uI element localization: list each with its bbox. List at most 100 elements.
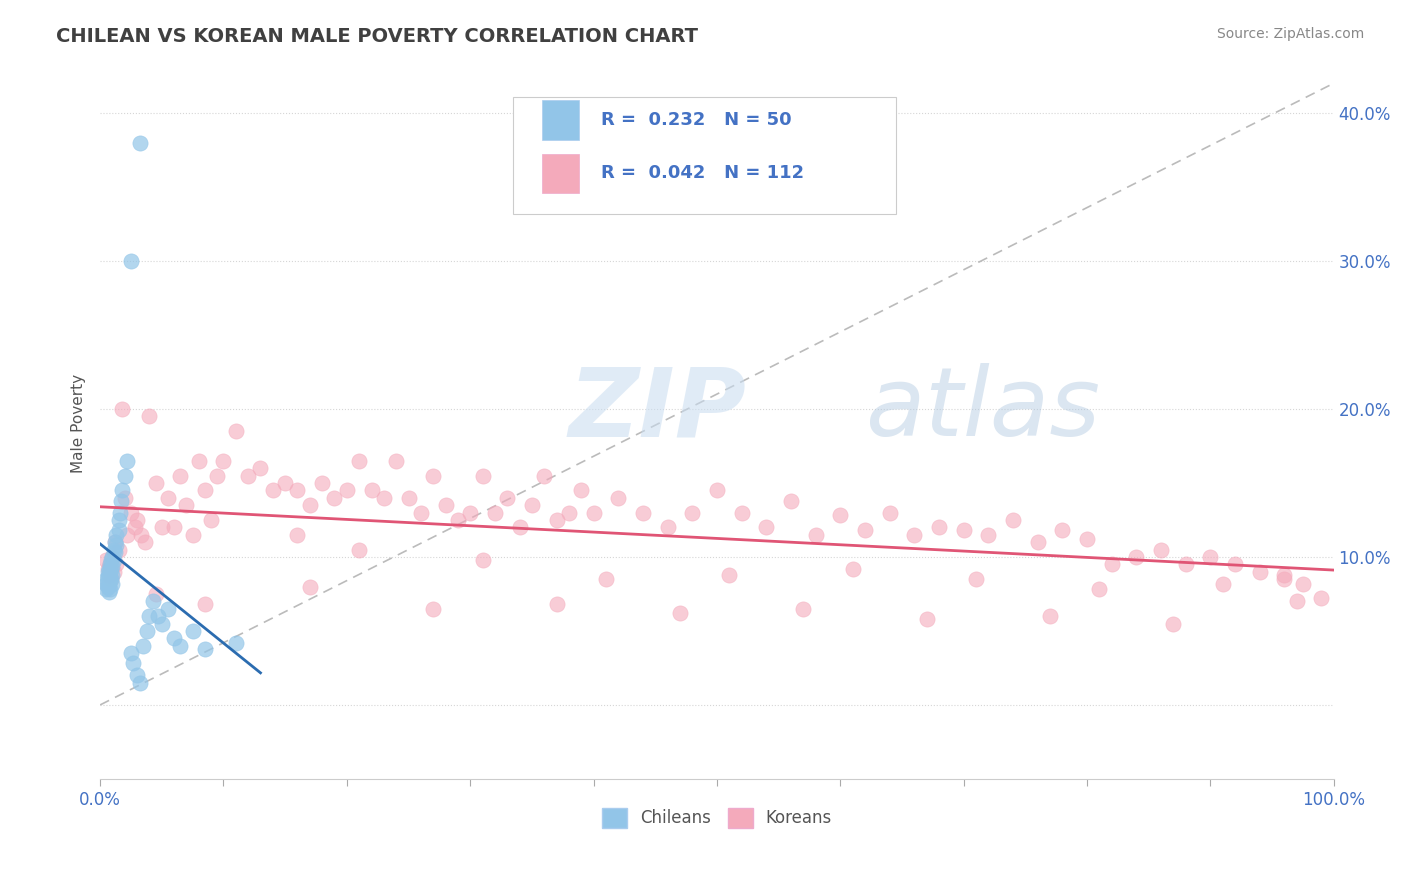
Point xyxy=(1001,513,1024,527)
Point xyxy=(97,567,120,582)
Point xyxy=(96,571,118,585)
Point xyxy=(360,483,382,498)
Point xyxy=(142,594,165,608)
Point xyxy=(163,632,186,646)
Point xyxy=(681,506,703,520)
Point xyxy=(236,468,259,483)
Point xyxy=(105,558,128,572)
Point xyxy=(120,646,142,660)
Point xyxy=(145,587,167,601)
Point xyxy=(336,483,359,498)
Point xyxy=(146,609,169,624)
Text: R =  0.232   N = 50: R = 0.232 N = 50 xyxy=(600,111,792,129)
Point xyxy=(484,506,506,520)
Point xyxy=(207,468,229,483)
Point xyxy=(132,639,155,653)
Point xyxy=(274,475,297,490)
Point xyxy=(569,483,592,498)
Point xyxy=(1292,576,1315,591)
Point xyxy=(114,468,136,483)
Point xyxy=(952,523,974,537)
Point xyxy=(101,567,124,582)
Point xyxy=(194,641,217,656)
Point xyxy=(965,572,987,586)
Point xyxy=(422,601,444,615)
Point xyxy=(194,483,217,498)
Point xyxy=(96,565,118,579)
Point xyxy=(120,506,142,520)
Point xyxy=(1310,591,1333,606)
Point xyxy=(903,527,925,541)
Point xyxy=(1212,576,1234,591)
Y-axis label: Male Poverty: Male Poverty xyxy=(72,374,86,474)
Point xyxy=(1174,558,1197,572)
Point xyxy=(520,498,543,512)
Point xyxy=(509,520,531,534)
Point xyxy=(1076,532,1098,546)
Point xyxy=(96,582,118,597)
Text: Source: ZipAtlas.com: Source: ZipAtlas.com xyxy=(1216,27,1364,41)
Point xyxy=(163,520,186,534)
Point xyxy=(97,567,120,582)
Point xyxy=(1039,609,1062,624)
Point xyxy=(110,493,132,508)
Text: atlas: atlas xyxy=(865,363,1099,456)
Bar xyxy=(541,101,579,139)
Point xyxy=(792,601,814,615)
Point xyxy=(100,572,122,586)
Point xyxy=(129,527,152,541)
Point xyxy=(706,483,728,498)
Point xyxy=(103,542,125,557)
Point xyxy=(1101,558,1123,572)
Point xyxy=(546,513,568,527)
Text: R =  0.042   N = 112: R = 0.042 N = 112 xyxy=(600,164,804,182)
Point xyxy=(422,468,444,483)
Point xyxy=(409,506,432,520)
Point xyxy=(1272,567,1295,582)
Point xyxy=(1026,535,1049,549)
Point xyxy=(546,597,568,611)
Point xyxy=(96,572,118,586)
Point xyxy=(96,553,118,567)
Point xyxy=(150,616,173,631)
Point xyxy=(225,424,247,438)
Point xyxy=(101,549,124,564)
Point xyxy=(212,454,235,468)
Point xyxy=(114,491,136,505)
Point xyxy=(1199,549,1222,564)
Point xyxy=(117,454,139,468)
Point xyxy=(385,454,408,468)
Point xyxy=(915,612,938,626)
Point xyxy=(458,506,481,520)
Point xyxy=(730,506,752,520)
Point xyxy=(496,491,519,505)
Point xyxy=(107,542,129,557)
Point xyxy=(96,562,118,576)
Point xyxy=(136,624,159,638)
Point xyxy=(145,475,167,490)
Point xyxy=(107,513,129,527)
Point xyxy=(187,454,209,468)
Point xyxy=(1125,549,1147,564)
Point xyxy=(1150,542,1173,557)
Point xyxy=(977,527,1000,541)
Point xyxy=(298,498,321,512)
Point xyxy=(1285,594,1308,608)
Point xyxy=(780,493,803,508)
Point xyxy=(398,491,420,505)
Point xyxy=(98,565,121,579)
Point xyxy=(128,675,150,690)
Point xyxy=(138,409,160,424)
Point xyxy=(124,520,146,534)
Point xyxy=(98,582,121,597)
Point xyxy=(447,513,470,527)
Point xyxy=(97,585,120,599)
Point xyxy=(631,506,654,520)
Point xyxy=(1249,565,1271,579)
Point xyxy=(718,567,741,582)
Legend: Chileans, Koreans: Chileans, Koreans xyxy=(595,801,839,835)
Point xyxy=(156,491,179,505)
Point xyxy=(347,454,370,468)
Point xyxy=(607,491,630,505)
Point xyxy=(582,506,605,520)
